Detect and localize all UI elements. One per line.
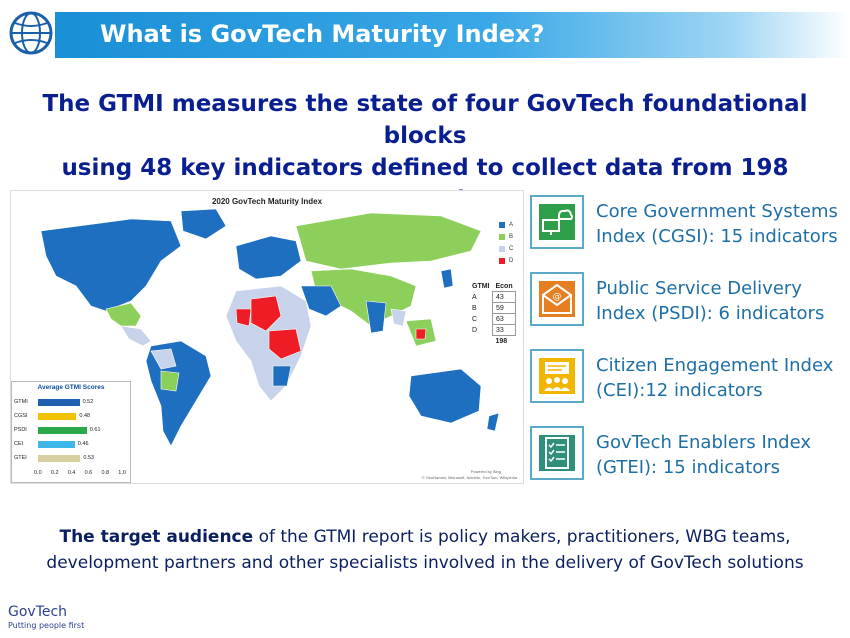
- legend-swatch: [499, 246, 505, 252]
- pillar-line-2: (CEI):12 indicators: [596, 380, 763, 401]
- pillar-line-1: Core Government Systems: [596, 201, 838, 222]
- chart-value-label: 0.46: [77, 441, 89, 447]
- legend-swatch: [499, 234, 505, 240]
- pillar-line-1: Citizen Engagement Index: [596, 355, 834, 376]
- gtmi-world-map: 2020 GovTech Maturity Index A B C D GTMI…: [10, 190, 524, 484]
- table-cell: 63: [491, 313, 517, 325]
- cloud-computer-icon: [530, 195, 584, 249]
- chart-bar: [38, 441, 75, 448]
- legend-label: A: [509, 222, 514, 228]
- chart-title: Average GTMI Scores: [37, 384, 105, 391]
- chart-bar-row: CGSI 0.48: [12, 412, 130, 422]
- pillar-line-2: Index (PSDI): 6 indicators: [596, 303, 825, 324]
- target-audience-text: The target audience of the GTMI report i…: [0, 524, 850, 576]
- header-bar: [55, 12, 850, 58]
- svg-text:@: @: [553, 292, 562, 302]
- chart-bar-row: GTEI 0.53: [12, 454, 130, 464]
- pillar-cei: Citizen Engagement Index (CEI):12 indica…: [530, 349, 840, 403]
- x-tick-label: 0.8: [101, 470, 110, 476]
- table-header: Econ: [495, 282, 513, 290]
- chart-value-label: 0.53: [83, 455, 95, 461]
- chart-category-label: GTMI: [14, 399, 28, 405]
- econ-count-table: GTMI Econ A 43 B 59 C 63 D 33 198: [469, 281, 517, 346]
- legend-item: C: [499, 243, 513, 255]
- target-audience-line-2: development partners and other specialis…: [46, 553, 804, 573]
- legend-item: D: [499, 255, 513, 267]
- page-title: What is GovTech Maturity Index?: [100, 20, 545, 48]
- x-tick-label: 0.2: [50, 470, 59, 476]
- chart-value-label: 0.48: [79, 413, 91, 419]
- legend-label: B: [509, 234, 514, 240]
- table-total: 198: [495, 337, 508, 345]
- map-attribution-sources: © GeoNames, Microsoft, Navinfo, TomTom, …: [421, 475, 517, 480]
- table-cell: 33: [491, 324, 517, 336]
- govtech-tagline: Putting people first: [8, 621, 85, 630]
- table-cell: B: [472, 304, 477, 312]
- pillar-line-1: GovTech Enablers Index: [596, 432, 812, 453]
- world-bank-globe-icon: [9, 11, 53, 55]
- pillar-line-2: Index (CGSI): 15 indicators: [596, 226, 838, 247]
- chart-category-label: PSDI: [14, 427, 27, 433]
- chart-bar-row: CEI 0.46: [12, 440, 130, 450]
- legend-label: C: [509, 246, 514, 252]
- chart-bar: [38, 455, 81, 462]
- table-cell: 59: [491, 302, 517, 314]
- legend-swatch: [499, 222, 505, 228]
- pillar-text: Citizen Engagement Index (CEI):12 indica…: [596, 353, 833, 403]
- people-chat-icon: [530, 349, 584, 403]
- chart-bar: [38, 399, 80, 406]
- pillar-line-2: (GTEI): 15 indicators: [596, 457, 781, 478]
- chart-value-label: 0.52: [82, 399, 94, 405]
- pillar-text: Core Government Systems Index (CGSI): 15…: [596, 199, 838, 249]
- checklist-icon: [530, 426, 584, 480]
- legend-swatch: [499, 258, 505, 264]
- chart-category-label: CGSI: [14, 413, 28, 419]
- x-tick-label: 0.0: [34, 470, 42, 476]
- legend-label: D: [509, 258, 514, 264]
- chart-category-label: GTEI: [14, 455, 27, 461]
- legend-item: B: [499, 231, 513, 243]
- pillar-line-1: Public Service Delivery: [596, 278, 802, 299]
- chart-bar-row: PSDI 0.61: [12, 426, 130, 436]
- table-cell: D: [472, 326, 478, 334]
- email-envelope-icon: @: [530, 272, 584, 326]
- x-tick-label: 1.0: [118, 470, 126, 476]
- pillar-psdi: @ Public Service Delivery Index (PSDI): …: [530, 272, 840, 326]
- chart-value-label: 0.61: [89, 427, 101, 433]
- legend-item: A: [499, 219, 513, 231]
- govtech-logo: GovTech: [8, 604, 68, 620]
- pillar-cgsi: Core Government Systems Index (CGSI): 15…: [530, 195, 840, 249]
- chart-bar: [38, 413, 77, 420]
- x-axis: 0.0 0.2 0.4 0.6 0.8 1.0: [34, 470, 126, 476]
- map-title: 2020 GovTech Maturity Index: [211, 197, 323, 206]
- map-attribution-bing: Powered by Bing: [470, 469, 501, 474]
- x-tick-label: 0.4: [67, 470, 76, 476]
- average-scores-chart: Average GTMI Scores GTMI 0.52 CGSI 0.48 PSDI…: [11, 381, 131, 483]
- table-cell: C: [472, 315, 478, 323]
- target-audience-bold: The target audience: [59, 527, 254, 547]
- table-header: GTMI: [472, 282, 490, 290]
- world-map-graphic: [40, 208, 500, 447]
- pillar-text: GovTech Enablers Index (GTEI): 15 indica…: [596, 430, 811, 480]
- subtitle-line-1: The GTMI measures the state of four GovT…: [42, 91, 808, 149]
- chart-bar-row: GTMI 0.52: [12, 398, 130, 408]
- pillar-gtei: GovTech Enablers Index (GTEI): 15 indica…: [530, 426, 840, 480]
- chart-bar: [38, 427, 87, 434]
- pillar-text: Public Service Delivery Index (PSDI): 6 …: [596, 276, 824, 326]
- table-cell: A: [472, 293, 477, 301]
- table-cell: 43: [491, 291, 517, 303]
- chart-category-label: CEI: [14, 441, 24, 447]
- map-legend: A B C D: [499, 219, 513, 267]
- target-audience-rest: of the GTMI report is policy makers, pra…: [253, 527, 791, 547]
- x-tick-label: 0.6: [84, 470, 93, 476]
